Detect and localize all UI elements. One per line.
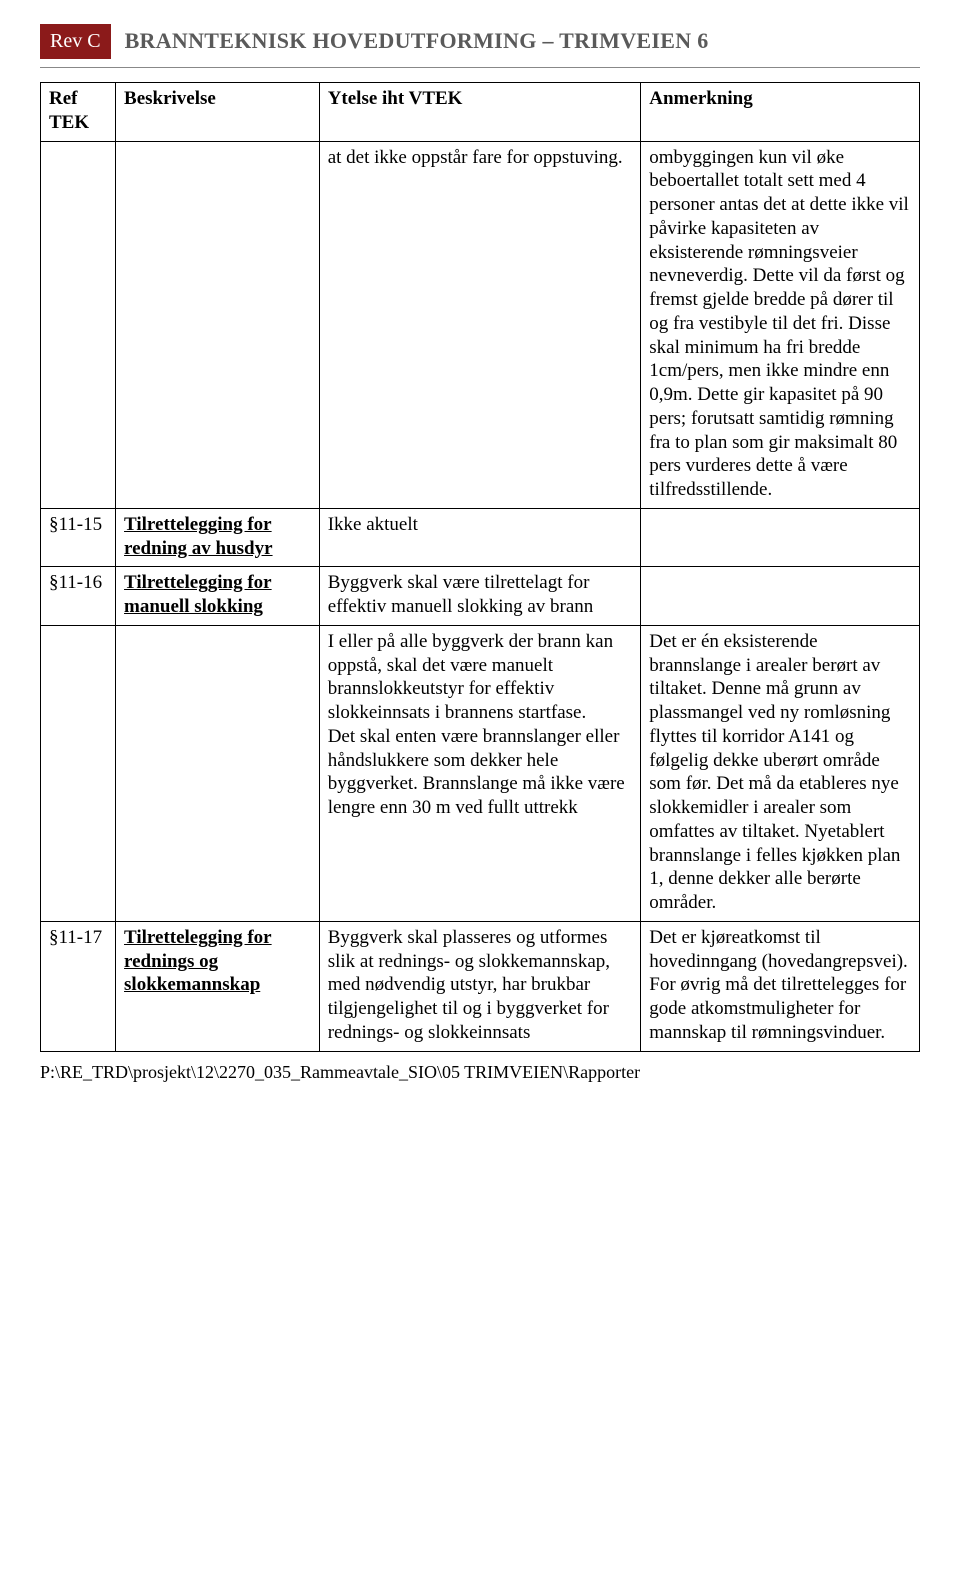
cell-ytelse: Ikke aktuelt [319,508,641,567]
besk-label: Tilrettelegging for redning av husdyr [124,514,273,559]
table-row: §11-15 Tilrettelegging for redning av hu… [41,508,920,567]
cell-anm [641,567,920,626]
col-header-besk: Beskrivelse [116,83,320,142]
cell-besk: Tilrettelegging for rednings og slokkema… [116,921,320,1051]
cell-besk: Tilrettelegging for redning av husdyr [116,508,320,567]
cell-ytelse: Byggverk skal plasseres og utformes slik… [319,921,641,1051]
cell-anm [641,508,920,567]
cell-ref: §11-17 [41,921,116,1051]
footer-path: P:\RE_TRD\prosjekt\12\2270_035_Rammeavta… [40,1062,920,1083]
cell-ref [41,625,116,921]
col-header-anm: Anmerkning [641,83,920,142]
cell-ytelse: I eller på alle byggverk der brann kan o… [319,625,641,921]
cell-ref [41,141,116,508]
besk-label: Tilrettelegging for manuell slokking [124,572,272,617]
doc-title: BRANNTEKNISK HOVEDUTFORMING – TRIMVEIEN … [125,24,709,54]
cell-ytelse: Byggverk skal være tilrettelagt for effe… [319,567,641,626]
cell-anm: Det er kjøreatkomst til hovedinngang (ho… [641,921,920,1051]
cell-ytelse: at det ikke oppstår fare for oppstuving. [319,141,641,508]
col-header-ref: Ref TEK [41,83,116,142]
col-header-ytelse: Ytelse iht VTEK [319,83,641,142]
revision-badge: Rev C [40,24,111,59]
table-row: §11-16 Tilrettelegging for manuell slokk… [41,567,920,626]
doc-header: Rev C BRANNTEKNISK HOVEDUTFORMING – TRIM… [40,24,920,59]
table-row: §11-17 Tilrettelegging for rednings og s… [41,921,920,1051]
cell-anm: ombyggingen kun vil øke beboertallet tot… [641,141,920,508]
cell-ref: §11-15 [41,508,116,567]
cell-ref: §11-16 [41,567,116,626]
table-row: at det ikke oppstår fare for oppstuving.… [41,141,920,508]
cell-besk: Tilrettelegging for manuell slokking [116,567,320,626]
header-rule [40,67,920,68]
besk-label: Tilrettelegging for rednings og slokkema… [124,927,272,996]
cell-besk [116,141,320,508]
table-header-row: Ref TEK Beskrivelse Ytelse iht VTEK Anme… [41,83,920,142]
main-table: Ref TEK Beskrivelse Ytelse iht VTEK Anme… [40,82,920,1052]
table-row: I eller på alle byggverk der brann kan o… [41,625,920,921]
cell-besk [116,625,320,921]
cell-anm: Det er én eksisterende brannslange i are… [641,625,920,921]
